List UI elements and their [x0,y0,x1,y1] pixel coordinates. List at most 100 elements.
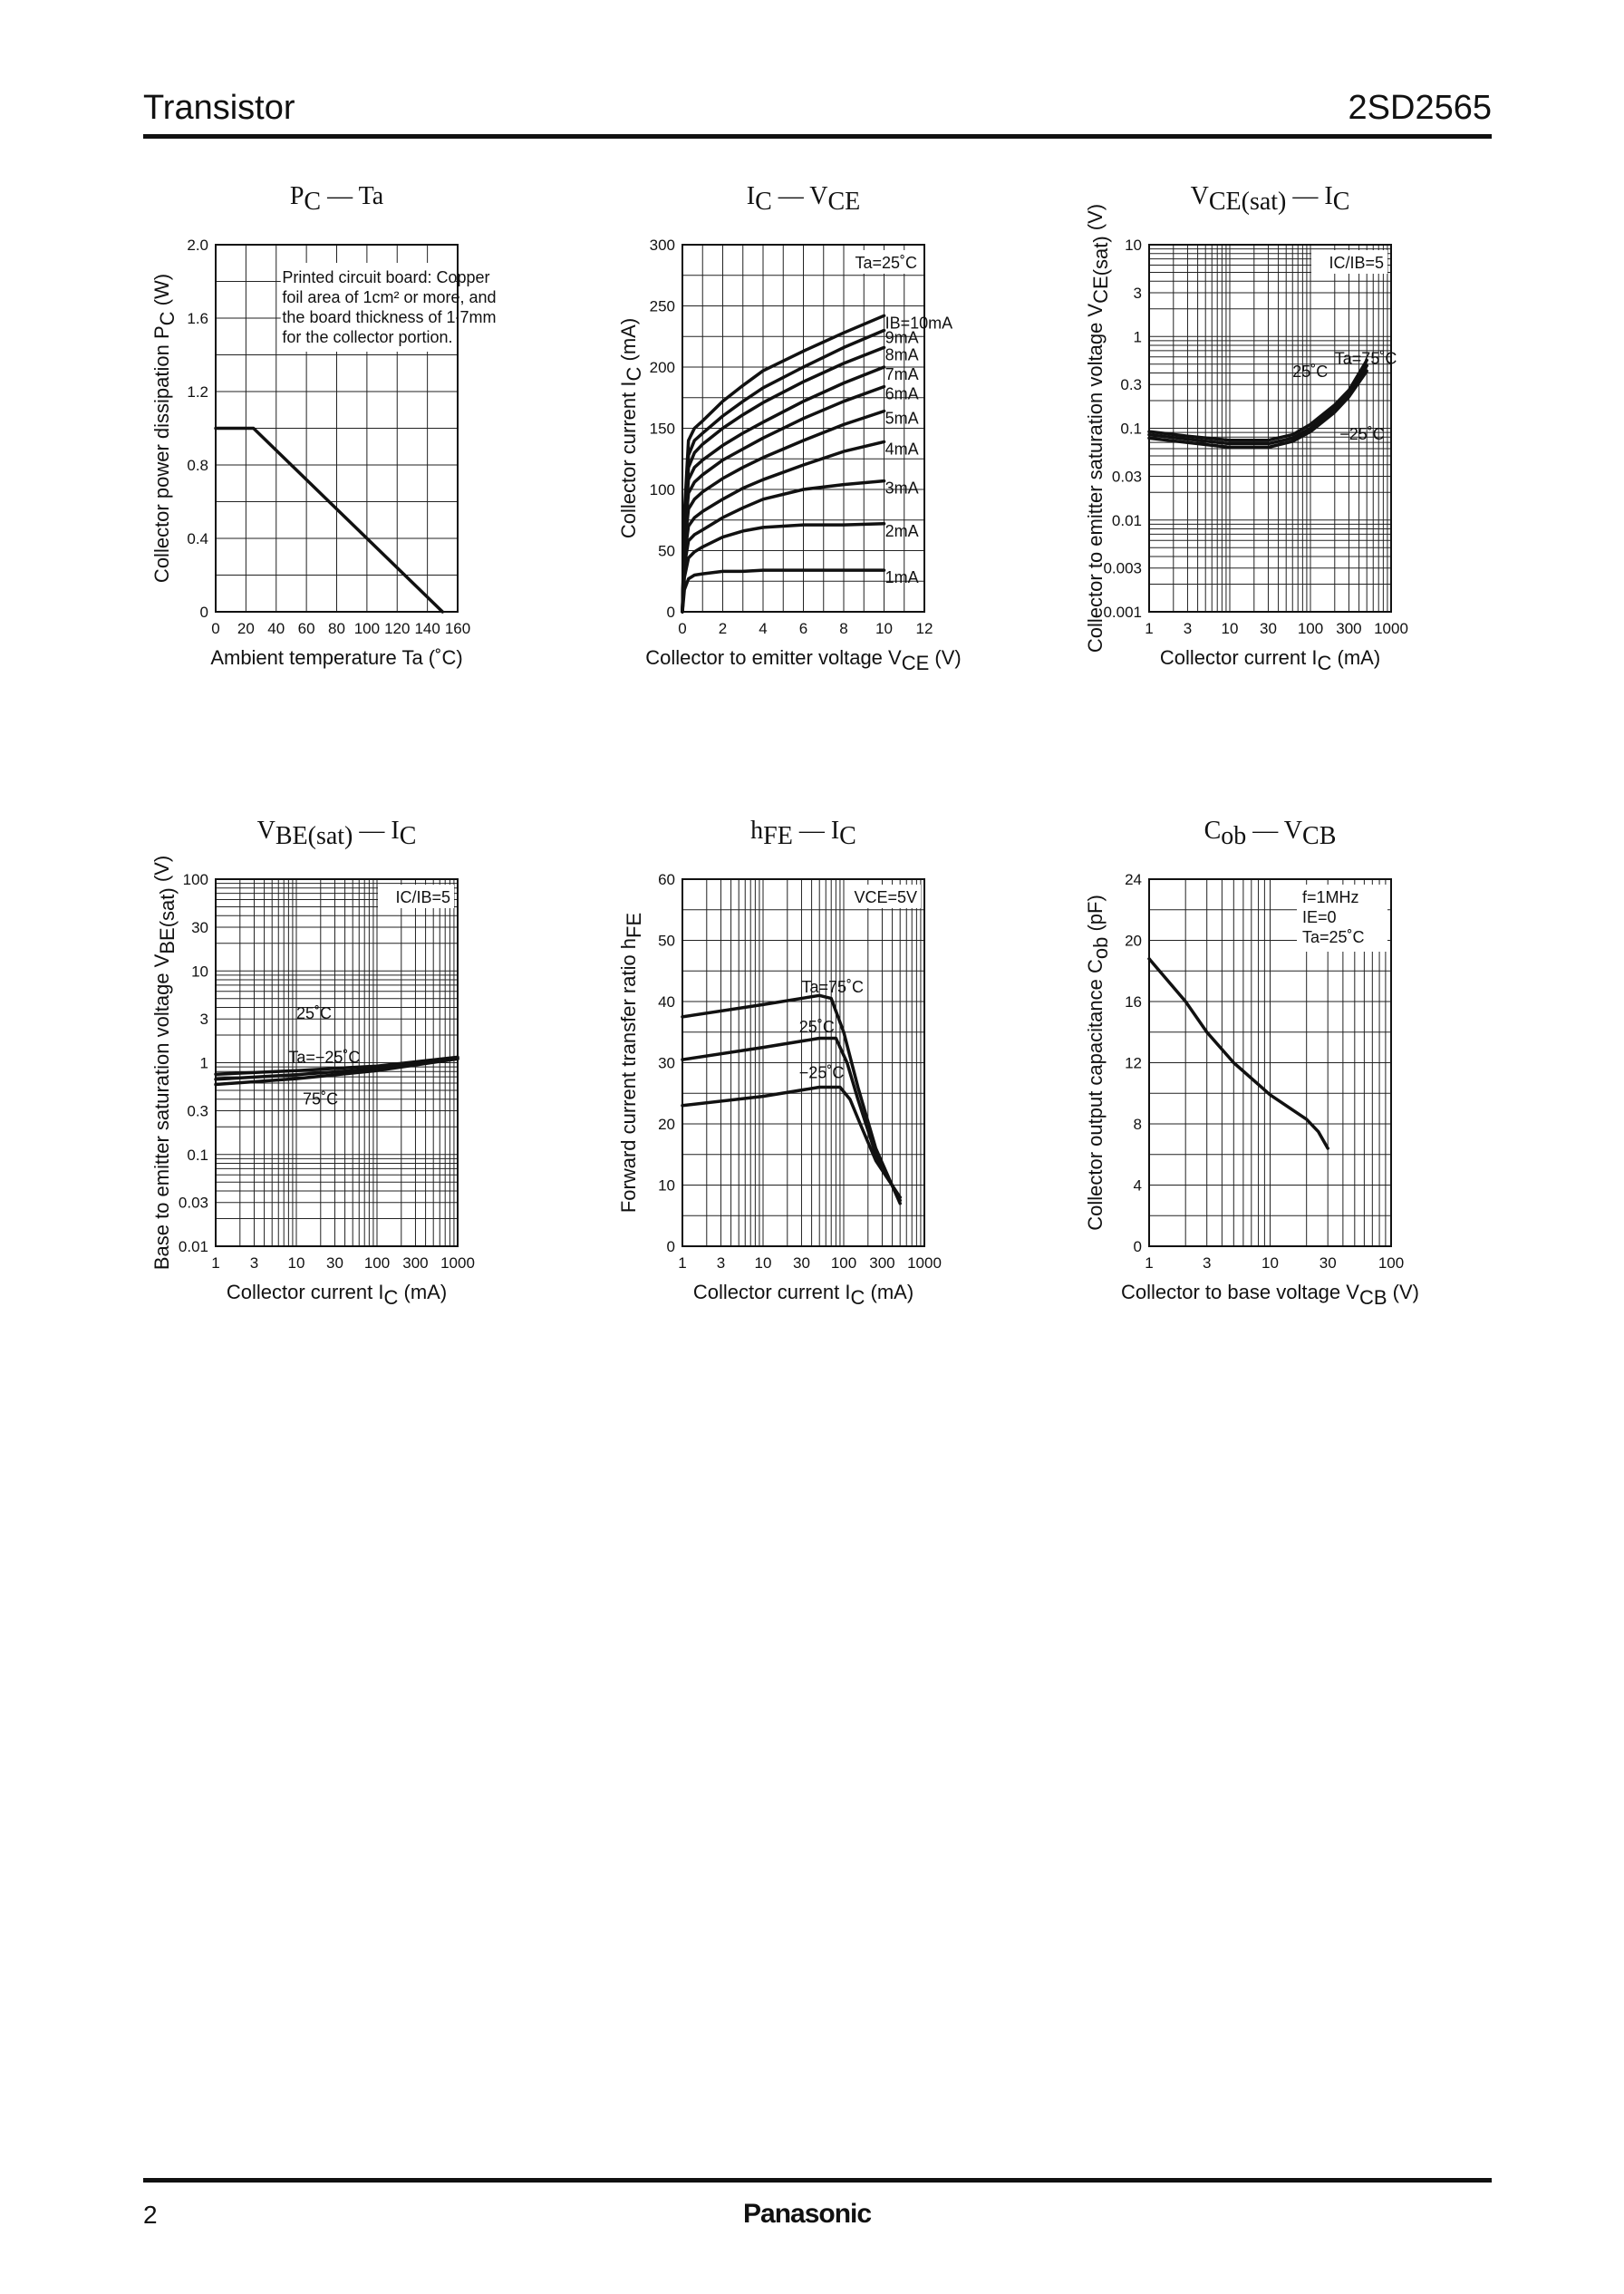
y-tick-label: 50 [658,543,675,560]
series-label: 7mA [885,365,919,383]
y-tick-label: 24 [1125,871,1142,888]
y-tick-label: 2.0 [187,237,208,254]
series-line [681,409,886,614]
x-tick-label: 0 [678,620,686,637]
series-label: 25˚C [1292,363,1328,381]
series-label: 2mA [885,522,919,540]
chart-ic-vce: IC — VCE 0 2 4 6 8 10 12 0 50 100 150 200 250 300 Colle… [617,182,962,674]
y-tick-label: 10 [1125,237,1142,254]
y-axis-label: Base to emitter saturation voltage VBE(s… [150,856,179,1270]
series-line [681,479,886,614]
chart-pc-ta: PC — Ta 0 20 40 60 80 100 120 140 160 0 0.4 0.8 1.2 1.… [150,182,497,669]
y-tick-label: 0.003 [1103,560,1142,577]
y-tick-label: 3 [200,1011,208,1028]
y-tick-label: 0.3 [187,1102,208,1119]
x-tick-label: 140 [414,620,440,637]
x-tick-label: 3 [717,1254,725,1272]
plot-frame [682,244,925,613]
x-tick-label: 120 [384,620,410,637]
x-tick-label: 2 [719,620,727,637]
y-tick-label: 0 [1134,1238,1142,1255]
series-line [681,522,886,614]
x-tick-label: 1 [1145,620,1153,637]
chart-cob-vcb: Cob — VCB 1 3 10 30 100 0 4 8 12 16 20 24 Collector t… [1084,817,1419,1309]
series-label: 1mA [885,568,919,586]
series-line [1147,363,1368,446]
series-line [214,1057,459,1087]
series-label: 5mA [885,410,919,428]
header-title: Transistor [143,89,295,127]
series-line [681,993,902,1205]
chart-title: IC — VCE [747,182,861,216]
y-tick-label: 10 [658,1177,675,1195]
legend-line: Ta=25˚C [1302,928,1365,946]
series-label: 9mA [885,329,919,347]
note-line: for the collector portion. [282,328,452,346]
y-tick-label: 100 [650,481,675,498]
x-tick-label: 30 [1320,1254,1337,1272]
y-axis-label: Collector output capacitance Cob (pF) [1084,895,1112,1231]
x-tick-label: 6 [799,620,807,637]
y-axis-label: Collector to emitter saturation voltage … [1084,204,1112,653]
header-rule [143,134,1492,139]
page-number: 2 [143,2201,158,2229]
y-tick-label: 12 [1125,1055,1142,1072]
x-tick-label: 3 [1203,1254,1211,1272]
x-tick-label: 4 [759,620,767,637]
plot-frame [1148,878,1392,1247]
x-tick-label: 100 [1298,620,1323,637]
y-tick-label: 300 [650,237,675,254]
chart-vcesat-ic: VCE(sat) — IC 1 3 10 30 100 300 1000 0.001 0.003 0… [1084,182,1408,674]
x-tick-label: 12 [916,620,933,637]
x-tick-label: 80 [328,620,345,637]
y-tick-label: 0.1 [1120,421,1142,438]
legend-bg [1311,250,1387,274]
y-tick-label: 30 [658,1055,675,1072]
x-tick-label: 1000 [440,1254,475,1272]
y-tick-label: 0.03 [179,1195,208,1212]
x-tick-label: 3 [250,1254,258,1272]
x-tick-label: 100 [354,620,380,637]
series-line [1147,369,1368,450]
legend-label: VCE=5V [854,888,917,906]
series-line [1147,358,1368,442]
x-tick-label: 10 [755,1254,772,1272]
x-tick-label: 10 [875,620,893,637]
series-label: 6mA [885,385,919,403]
grid [215,878,459,1247]
y-tick-label: 0.8 [187,457,208,474]
y-tick-label: 4 [1134,1177,1142,1195]
x-axis-label: Ambient temperature Ta (˚C) [210,646,462,669]
x-tick-label: 8 [839,620,847,637]
plot-frame [1148,244,1392,613]
series-label: Ta=75˚C [801,978,864,996]
legend-label: IC/IB=5 [1329,254,1384,272]
note-line: Printed circuit board: Copper [282,268,489,286]
x-axis-label: Collector to base voltage VCB (V) [1121,1281,1419,1309]
y-tick-label: 0 [667,604,675,621]
y-tick-label: 60 [658,871,675,888]
chart-title: VCE(sat) — IC [1191,182,1350,216]
legend-label: IC/IB=5 [395,888,450,906]
series-label: 8mA [885,345,919,363]
series-label: 25˚C [296,1004,332,1022]
series-label: IB=10mA [885,314,953,332]
legend-label: Ta=25˚C [855,254,917,272]
y-tick-label: 100 [183,871,208,888]
series-line [1147,957,1329,1150]
y-tick-label: 8 [1134,1116,1142,1133]
series-label: Ta=75˚C [1335,350,1397,368]
y-tick-label: 0.03 [1112,468,1142,485]
note-bg [280,263,456,352]
x-tick-label: 300 [1336,620,1361,637]
x-tick-label: 40 [267,620,285,637]
x-axis-label: Collector current IC (mA) [227,1281,447,1309]
x-axis-label: Collector to emitter voltage VCE (V) [645,646,961,674]
series-label: 25˚C [799,1018,835,1036]
y-tick-label: 250 [650,298,675,315]
series-label: 75˚C [303,1090,338,1108]
series-label: Ta=−25˚C [288,1049,360,1067]
note-line: foil area of 1cm² or more, and [282,288,496,306]
y-tick-label: 20 [1125,933,1142,950]
x-tick-label: 100 [364,1254,390,1272]
